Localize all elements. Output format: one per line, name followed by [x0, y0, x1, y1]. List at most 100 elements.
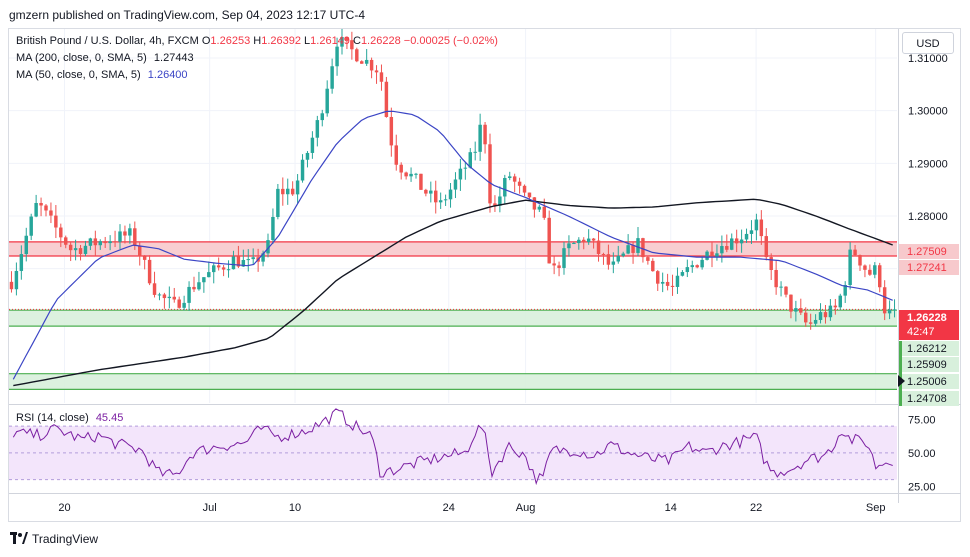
candle-body: [83, 245, 88, 254]
candle-body: [44, 205, 48, 211]
candle-body: [601, 253, 606, 255]
legend-ma200[interactable]: MA (200, close, 0, SMA, 5) 1.27443: [16, 52, 194, 64]
candle-body: [621, 253, 625, 256]
candle-body: [290, 188, 295, 195]
price-label-countdown: 42:47: [907, 326, 935, 338]
tradingview-logo-icon: [10, 532, 28, 544]
candle-body: [626, 245, 630, 254]
candle-body: [157, 294, 162, 296]
candle-body: [192, 286, 196, 290]
change-value: −0.00025 (−0.02%): [403, 35, 498, 47]
candle-body: [808, 322, 813, 324]
candle-body: [128, 228, 132, 236]
candle-body: [606, 254, 611, 265]
zone-support-lower: [9, 373, 897, 390]
price-tick-label: 1.29000: [908, 158, 948, 170]
time-tick-label: 22: [750, 502, 762, 514]
rsi-pane: [9, 408, 897, 486]
ma200-line: [13, 198, 893, 387]
zone-support-upper: [9, 310, 897, 327]
candle-body: [616, 255, 620, 262]
price-label-text: 1.24708: [907, 393, 947, 405]
candle-body: [700, 259, 704, 268]
candle-body: [384, 81, 389, 117]
legend-main[interactable]: British Pound / U.S. Dollar, 4h, FXCM O1…: [16, 35, 498, 47]
candle-body: [764, 236, 768, 258]
candle-body: [670, 285, 675, 287]
candle-body: [261, 253, 265, 262]
candle-body: [586, 238, 591, 243]
candle-body: [187, 286, 191, 303]
brand-name: TradingView: [32, 532, 99, 546]
candle-body: [739, 239, 744, 244]
close-label: C: [352, 35, 361, 47]
candle-body: [19, 254, 24, 271]
candle-body: [374, 70, 379, 73]
high-value: 1.26392: [261, 35, 301, 47]
ma50-line: [12, 110, 893, 380]
candle-body: [818, 312, 823, 320]
rsi-tick-label: 50.00: [908, 448, 936, 460]
candle-body: [754, 219, 759, 231]
candle-body: [660, 281, 665, 284]
candle-body: [493, 203, 497, 206]
candle-body: [221, 267, 226, 270]
candle-body: [532, 197, 537, 210]
candle-body: [611, 261, 616, 265]
candle-body: [665, 281, 670, 286]
candle-body: [295, 180, 300, 195]
candle-body: [167, 296, 172, 299]
candle-body: [680, 272, 685, 276]
candle-body: [695, 265, 699, 268]
candle-body: [266, 240, 270, 254]
time-tick-label: Aug: [516, 502, 536, 514]
candle-body: [108, 241, 112, 244]
tradingview-footer[interactable]: TradingView: [10, 532, 98, 546]
candle-body: [394, 145, 398, 165]
candle-body: [508, 176, 512, 178]
candle-body: [216, 265, 221, 268]
candle-body: [882, 287, 887, 314]
candle-body: [838, 295, 842, 308]
legend-rsi[interactable]: RSI (14, close) 45.45: [16, 412, 123, 424]
low-value: 1.26149: [310, 35, 350, 47]
candle-body: [789, 294, 793, 312]
candle-body: [364, 59, 369, 64]
candle-body: [350, 40, 354, 50]
zone-resistance: [9, 241, 897, 256]
time-tick-label: 10: [289, 502, 301, 514]
candle-body: [389, 116, 394, 146]
candle-body: [572, 243, 576, 245]
price-label-text: 1.27509: [907, 246, 947, 258]
candle-body: [98, 241, 102, 246]
candle-body: [54, 215, 58, 228]
currency-button[interactable]: USD: [902, 32, 954, 54]
candle-body: [59, 227, 63, 238]
axes: 1.270001.280001.290001.300001.3100025.00…: [58, 53, 947, 514]
candle-body: [226, 269, 231, 271]
candle-body: [596, 240, 601, 254]
candle-body: [759, 219, 764, 237]
time-tick-label: 24: [443, 502, 455, 514]
candle-body: [730, 238, 734, 250]
price-tick-label: 1.31000: [908, 53, 948, 65]
candle-body: [483, 124, 487, 145]
candle-body: [503, 177, 507, 197]
candle-body: [779, 286, 783, 288]
candle-body: [878, 265, 882, 288]
candle-body: [458, 168, 463, 180]
ohlc-values: O1.26253 H1.26392 L1.26149 C1.26228 −0.0…: [202, 35, 498, 47]
candle-body: [9, 281, 14, 290]
low-label: L: [304, 35, 311, 47]
candle-body: [641, 238, 645, 258]
candle-body: [675, 275, 680, 287]
price-label-text: 1.26212: [907, 343, 947, 355]
top-bar: gmzern published on TradingView.com, Sep…: [0, 0, 970, 28]
candle-body: [799, 308, 803, 313]
candle-body: [448, 189, 453, 200]
legend-ma50[interactable]: MA (50, close, 0, SMA, 5) 1.26400: [16, 69, 188, 81]
candle-body: [843, 285, 847, 296]
close-value: 1.26228: [360, 35, 401, 47]
candle-body: [823, 312, 828, 318]
